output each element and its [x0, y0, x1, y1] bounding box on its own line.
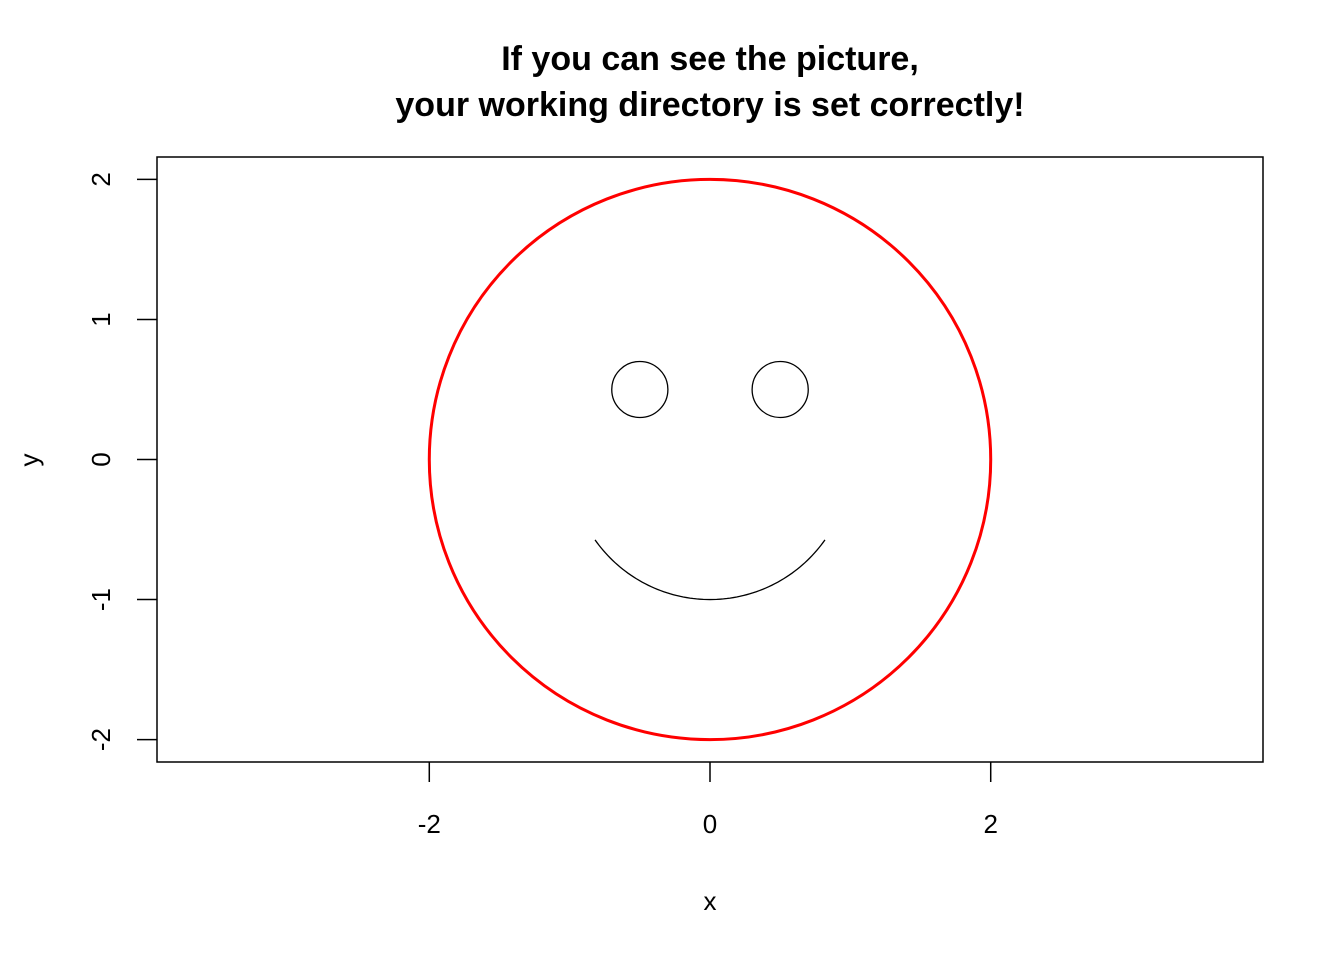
series-layer [427, 177, 993, 742]
y-tick-label: 1 [86, 312, 116, 326]
left-eye [611, 360, 669, 419]
y-tick-label: -1 [86, 588, 116, 611]
x-tick-label: 2 [983, 809, 997, 839]
smile-arc [594, 539, 826, 601]
y-axis: -2 -1 0 1 2 [86, 172, 157, 751]
y-axis-label: y [14, 454, 44, 467]
y-tick-label: -2 [86, 728, 116, 751]
y-tick-label: 2 [86, 172, 116, 186]
chart-subtitle: your working directory is set correctly! [395, 86, 1024, 124]
chart-title: If you can see the picture, [501, 40, 919, 78]
face-outline [427, 177, 993, 742]
plot-frame [156, 156, 1264, 763]
x-axis-label: x [704, 886, 717, 916]
x-tick-label: 0 [703, 809, 717, 839]
x-tick-label: -2 [418, 809, 441, 839]
x-axis: -2 0 2 [418, 762, 998, 839]
right-eye [751, 360, 809, 419]
y-tick-label: 0 [86, 452, 116, 466]
